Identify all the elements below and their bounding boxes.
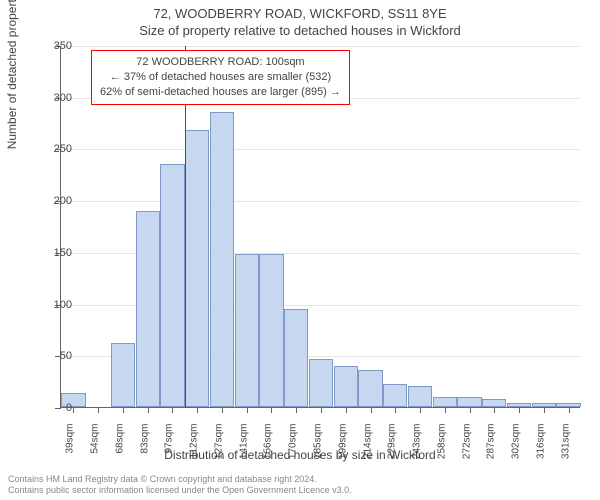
histogram-bar (408, 386, 432, 407)
histogram-bar (160, 164, 184, 407)
histogram-bar (210, 112, 234, 407)
x-tick (445, 407, 446, 413)
annotation-box: 72 WOODBERRY ROAD: 100sqm← 37% of detach… (91, 50, 350, 105)
histogram-bar (235, 254, 259, 407)
y-tick-label: 200 (54, 195, 72, 207)
footer-attribution: Contains HM Land Registry data © Crown c… (8, 474, 352, 497)
x-tick (247, 407, 248, 413)
y-tick-label: 250 (54, 143, 72, 155)
y-tick-label: 300 (54, 92, 72, 104)
x-tick (494, 407, 495, 413)
histogram-bar (433, 397, 457, 407)
chart-title-line2: Size of property relative to detached ho… (0, 21, 600, 38)
histogram-bar (482, 399, 506, 407)
x-tick (73, 407, 74, 413)
gridline (61, 46, 580, 47)
histogram-bar (61, 393, 85, 407)
x-tick (321, 407, 322, 413)
gridline (61, 201, 580, 202)
x-tick (420, 407, 421, 413)
x-tick (271, 407, 272, 413)
x-tick (371, 407, 372, 413)
y-tick-label: 350 (54, 40, 72, 52)
chart-title-line1: 72, WOODBERRY ROAD, WICKFORD, SS11 8YE (0, 0, 600, 21)
x-tick (470, 407, 471, 413)
y-tick-label: 0 (66, 402, 72, 414)
y-tick-label: 100 (54, 299, 72, 311)
x-tick (148, 407, 149, 413)
histogram-bar (358, 370, 382, 407)
x-tick (544, 407, 545, 413)
histogram-bar (309, 359, 333, 407)
y-tick-label: 50 (60, 350, 72, 362)
y-tick-label: 150 (54, 247, 72, 259)
histogram-bar (334, 366, 358, 407)
annotation-line: ← 37% of detached houses are smaller (53… (100, 70, 341, 85)
x-tick (569, 407, 570, 413)
x-tick (172, 407, 173, 413)
footer-line1: Contains HM Land Registry data © Crown c… (8, 474, 352, 485)
footer-line2: Contains public sector information licen… (8, 485, 352, 496)
x-tick (519, 407, 520, 413)
x-tick (346, 407, 347, 413)
histogram-bar (457, 397, 481, 407)
y-axis-title: Number of detached properties (5, 0, 19, 149)
histogram-bar (111, 343, 135, 407)
y-tick (55, 408, 61, 409)
x-tick (197, 407, 198, 413)
x-tick (222, 407, 223, 413)
gridline (61, 149, 580, 150)
annotation-line: 72 WOODBERRY ROAD: 100sqm (100, 55, 341, 70)
histogram-bar (383, 384, 407, 407)
histogram-bar (284, 309, 308, 407)
chart-plot-area: 72 WOODBERRY ROAD: 100sqm← 37% of detach… (60, 46, 580, 408)
histogram-bar (136, 211, 160, 408)
x-tick (123, 407, 124, 413)
x-tick (395, 407, 396, 413)
x-tick (296, 407, 297, 413)
histogram-bar (185, 130, 209, 407)
x-tick (98, 407, 99, 413)
annotation-line: 62% of semi-detached houses are larger (… (100, 85, 341, 100)
histogram-bar (259, 254, 283, 407)
